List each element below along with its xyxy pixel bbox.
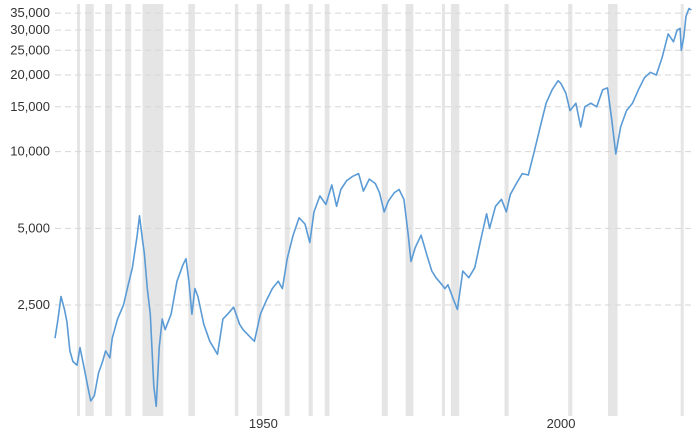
y-tick-label: 15,000 [10,99,50,114]
recession-band [234,4,239,416]
recession-band [450,4,460,416]
series-line [54,7,692,408]
recession-band [85,4,94,416]
recession-band [105,4,113,416]
y-tick-label: 5,000 [17,220,50,235]
recession-band [256,4,263,416]
recession-band [568,4,573,416]
recession-band [308,4,313,416]
x-tick-label: 1950 [249,416,278,431]
x-axis-tick-labels: 1950 2000 [249,416,576,431]
recession-band [324,4,330,416]
y-tick-label: 35,000 [10,5,50,20]
y-tick-label: 25,000 [10,42,50,57]
recession-band [284,4,290,416]
recession-band [608,4,618,416]
series-group [54,7,692,408]
recession-bands [77,4,684,416]
y-axis-tick-labels: 2,500 5,000 10,000 15,000 20,000 25,000 30,000… [10,5,50,312]
y-tick-label: 20,000 [10,67,50,82]
recession-band [405,4,414,416]
recession-band [125,4,132,416]
y-tick-label: 30,000 [10,22,50,37]
y-tick-label: 2,500 [17,297,50,312]
recession-band [441,4,445,416]
recession-band [188,4,195,416]
x-tick-label: 2000 [547,416,576,431]
recession-band [77,4,81,416]
y-tick-label: 10,000 [10,144,50,159]
recession-band [680,4,684,416]
